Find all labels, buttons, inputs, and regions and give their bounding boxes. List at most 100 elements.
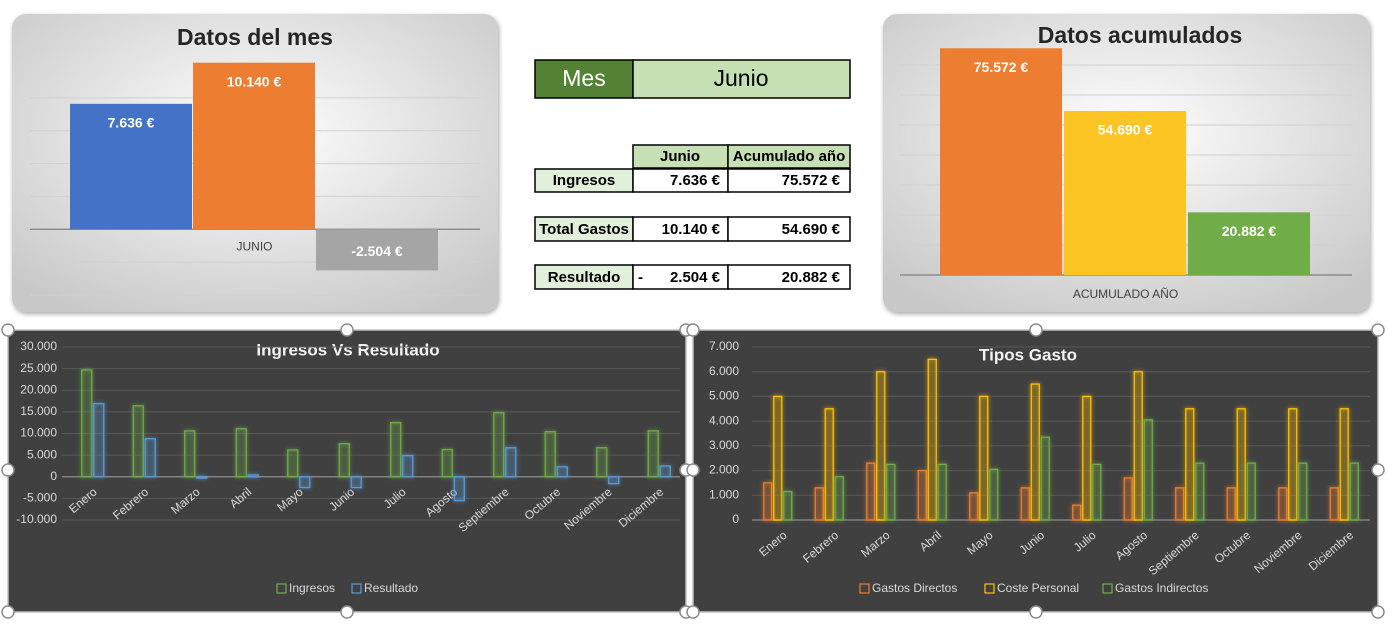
bar [1175,487,1185,521]
mes-label: Mes [562,65,605,91]
resize-handle[interactable] [340,323,354,337]
bar [193,62,315,230]
cell [632,59,851,99]
bar [876,371,886,521]
bar [917,469,927,521]
value-label: 54.690 € [1098,122,1153,138]
cell [534,264,634,290]
resize-handle[interactable] [1,463,15,477]
cell [534,59,634,99]
y-tick-label: 20.000 [20,382,57,396]
resize-handle[interactable] [686,463,700,477]
bar [1092,463,1102,521]
bar [969,492,979,521]
y-tick-label: -10.000 [16,512,57,526]
legend-swatch [1102,583,1113,594]
bar [1082,395,1092,521]
legend-swatch [859,583,870,594]
bar [1288,408,1298,521]
bar [556,466,568,478]
bar [1278,487,1288,521]
bar [763,482,773,521]
cell-sign: - [638,269,643,286]
bar [1226,487,1236,521]
y-tick-label: 10.000 [20,426,57,440]
legend-swatch [984,583,995,594]
y-tick-label: 0 [50,469,57,483]
bar [402,454,414,478]
bar [1195,462,1205,521]
legend-label: Coste Personal [997,581,1079,595]
legend-swatch [276,583,287,594]
cell [727,168,851,193]
cell [727,144,851,169]
bar [196,476,208,479]
resize-handle[interactable] [1,323,15,337]
bar [316,229,438,271]
bar [1339,408,1349,521]
bar [184,430,196,478]
chart-title: Tipos Gasto [979,345,1077,364]
panel-ingresos[interactable] [7,329,687,613]
bar [505,447,517,478]
chart-title: Datos del mes [177,24,333,50]
bar [299,476,311,489]
bar [1030,383,1040,521]
bar [989,468,999,521]
resize-handle[interactable] [1371,463,1385,477]
bar [1123,477,1133,521]
resize-handle[interactable] [686,323,700,337]
bar [1349,462,1359,521]
summary-table: Mes Junio Junio Acumulado año Ingresos 7… [534,59,851,290]
y-tick-label: 1.000 [709,487,739,501]
legend-label: Gastos Indirectos [1115,581,1208,595]
bar [824,408,834,521]
value-label: 10.140 € [227,73,282,89]
resize-handle[interactable] [340,605,354,619]
bar [596,447,608,478]
chart: Datos del mes JUNIO 7.636 € 10.140 € -2.504 … [30,24,480,296]
bar [886,463,896,521]
bar [544,431,556,478]
y-tick-label: 7.000 [709,339,739,353]
y-tick-label: 6.000 [709,364,739,378]
legend-label: Resultado [364,581,418,595]
resize-handle[interactable] [1371,323,1385,337]
resize-handle[interactable] [1029,605,1043,619]
legend-label: Gastos Directos [872,581,957,595]
bar [247,474,259,478]
x-tick-label: JUNIO [237,239,273,253]
bar [1246,462,1256,521]
y-tick-label: 0 [732,512,739,526]
bar [783,490,793,521]
bar [866,462,876,521]
bar [132,405,144,478]
resize-handle[interactable] [1,605,15,619]
y-tick-label: 2.000 [709,463,739,477]
value-label: 20.882 € [1222,223,1277,239]
bar [834,476,844,521]
bar [814,487,824,521]
bar [144,438,156,478]
cell-value: 7.636 € [670,172,721,189]
cell-value: 2.504 € [670,269,721,286]
bar [1329,487,1339,521]
x-tick-label: ACUMULADO AÑO [1073,287,1178,301]
row-label: Resultado [548,269,621,286]
bar [1236,408,1246,521]
resize-handle[interactable] [1371,605,1385,619]
bar [441,448,453,478]
bar [773,395,783,521]
resize-handle[interactable] [686,605,700,619]
bar [81,369,93,478]
resize-handle[interactable] [1029,323,1043,337]
chart: Datos acumulados ACUMULADO AÑO 75.572 € 54.… [900,22,1352,301]
bar [937,463,947,521]
bar [1020,487,1030,521]
row-label: Ingresos [553,172,616,189]
y-tick-label: 5.000 [27,447,57,461]
bar [1185,408,1195,521]
bar [493,412,505,478]
